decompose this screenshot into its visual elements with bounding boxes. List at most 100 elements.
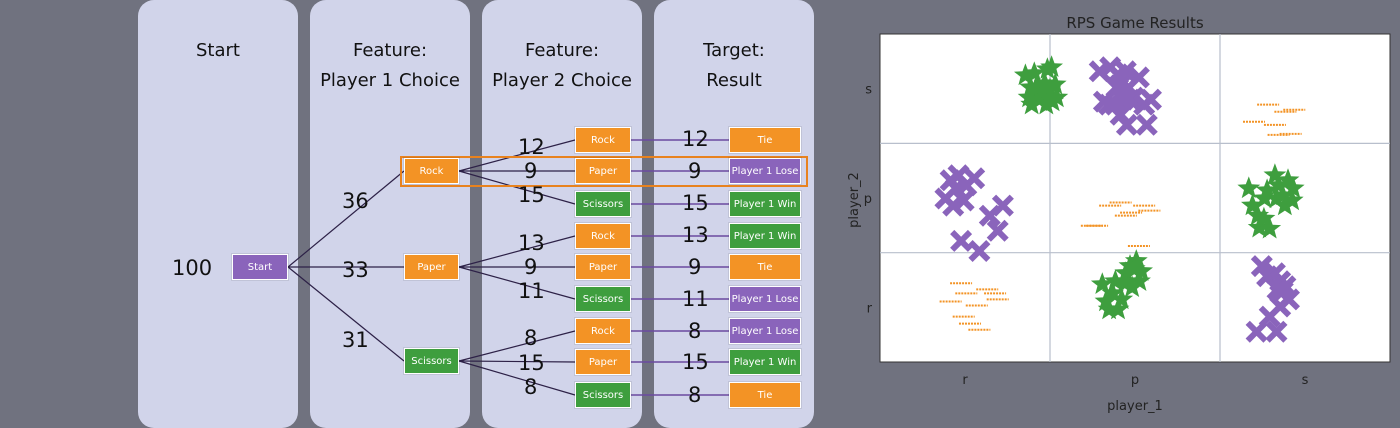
p2-node-paper[interactable]: Paper xyxy=(575,254,631,280)
star-marker xyxy=(1128,269,1151,291)
result-count: 12 xyxy=(682,127,709,151)
x-marker xyxy=(1114,60,1137,83)
star-marker xyxy=(1265,186,1288,209)
p2-count: 15 xyxy=(518,183,545,207)
star-marker xyxy=(1271,183,1295,206)
result-node-win[interactable]: Player 1 Win xyxy=(729,349,801,375)
result-node-tie[interactable]: Tie xyxy=(729,127,801,153)
result-node-tie[interactable]: Tie xyxy=(729,382,801,408)
x-marker xyxy=(991,194,1014,217)
result-node-win[interactable]: Player 1 Win xyxy=(729,191,801,217)
column-start: Start xyxy=(138,0,298,428)
root-count: 100 xyxy=(172,256,213,280)
star-marker xyxy=(1118,254,1142,276)
star-marker xyxy=(1040,55,1063,77)
result-count: 8 xyxy=(688,383,702,407)
result-node-lose[interactable]: Player 1 Lose xyxy=(729,158,801,184)
star-marker xyxy=(1255,178,1279,201)
star-marker xyxy=(1097,297,1121,320)
star-marker xyxy=(1043,72,1067,95)
ticks: r p s r p s xyxy=(864,82,1309,388)
star-marker xyxy=(1258,216,1282,239)
p2-node-scissors[interactable]: Scissors xyxy=(575,382,631,408)
star-marker xyxy=(1090,272,1114,294)
star-marker xyxy=(1130,259,1153,281)
p2-node-rock[interactable]: Rock xyxy=(575,127,631,153)
p2-count: 13 xyxy=(518,231,545,255)
p2-node-rock[interactable]: Rock xyxy=(575,223,631,249)
star-marker xyxy=(1267,173,1290,196)
tree-edges xyxy=(287,139,808,396)
column-title: Start xyxy=(196,40,240,61)
x-marker xyxy=(1140,88,1162,111)
x-marker xyxy=(1245,320,1268,343)
x-marker xyxy=(1115,113,1138,136)
p2-node-scissors[interactable]: Scissors xyxy=(575,286,631,312)
star-marker xyxy=(1113,271,1137,293)
star-marker xyxy=(1020,92,1044,115)
p1-node-scissors[interactable]: Scissors xyxy=(404,348,459,374)
x-marker xyxy=(1104,93,1127,116)
p2-node-rock[interactable]: Rock xyxy=(575,318,631,344)
x-axis-label: player_1 xyxy=(1107,399,1163,414)
star-marker xyxy=(1263,163,1287,185)
result-count: 15 xyxy=(682,350,709,374)
x-tick-label: s xyxy=(1302,373,1309,388)
result-count: 9 xyxy=(688,159,702,183)
star-marker xyxy=(1022,61,1046,84)
result-node-lose[interactable]: Player 1 Lose xyxy=(729,286,801,312)
star-marker xyxy=(1045,85,1069,108)
star-marker xyxy=(1014,63,1037,86)
p1-count-scissors: 31 xyxy=(342,328,369,352)
x-marker xyxy=(1250,255,1273,278)
x-marker xyxy=(963,167,986,190)
star-marker xyxy=(1101,281,1125,304)
star-marker xyxy=(1273,193,1297,216)
star-marker xyxy=(1281,176,1305,199)
result-node-lose[interactable]: Player 1 Lose xyxy=(729,318,801,344)
highlight-path xyxy=(400,156,808,187)
column-player1-choice: Feature: Player 1 Choice xyxy=(310,0,470,428)
p1-node-paper[interactable]: Paper xyxy=(404,254,459,280)
result-count: 15 xyxy=(682,191,709,215)
x-marker xyxy=(986,219,1009,242)
result-node-win[interactable]: Player 1 Win xyxy=(729,223,801,249)
p2-count: 12 xyxy=(518,135,545,159)
result-count: 9 xyxy=(688,255,702,279)
star-marker xyxy=(1026,75,1050,98)
column-title: Feature: Player 2 Choice xyxy=(492,40,632,91)
star-marker xyxy=(1094,289,1118,312)
result-count: 11 xyxy=(682,287,709,311)
p1-node-rock[interactable]: Rock xyxy=(404,158,459,184)
p1-count-rock: 36 xyxy=(342,189,369,213)
x-marker xyxy=(950,229,973,252)
p1-count-paper: 33 xyxy=(342,258,369,282)
result-count: 13 xyxy=(682,223,709,247)
x-marker xyxy=(968,240,991,262)
star-marker xyxy=(1034,92,1058,115)
root-node[interactable]: Start xyxy=(232,254,288,280)
star-marker xyxy=(1033,71,1057,94)
y-tick-label: s xyxy=(865,82,872,97)
y-axis-label: player_2 xyxy=(847,172,862,228)
p2-node-scissors[interactable]: Scissors xyxy=(575,191,631,217)
result-count: 8 xyxy=(688,319,702,343)
star-marker xyxy=(1030,79,1054,102)
p2-node-paper[interactable]: Paper xyxy=(575,349,631,375)
chart-title: RPS Game Results xyxy=(1066,14,1204,32)
star-marker xyxy=(1037,85,1060,108)
p2-node-paper[interactable]: Paper xyxy=(575,158,631,184)
star-marker xyxy=(1110,287,1134,310)
star-marker xyxy=(1280,188,1304,211)
star-marker xyxy=(1120,275,1144,297)
y-tick-label: r xyxy=(867,302,873,317)
p2-count: 8 xyxy=(524,375,538,399)
column-title: Feature: Player 1 Choice xyxy=(320,40,460,91)
y-tick-label: p xyxy=(864,192,872,207)
star-marker xyxy=(1276,168,1300,190)
result-node-tie[interactable]: Tie xyxy=(729,254,801,280)
x-marker xyxy=(1127,66,1150,89)
x-marker xyxy=(1265,320,1288,343)
p2-count: 11 xyxy=(518,279,545,303)
